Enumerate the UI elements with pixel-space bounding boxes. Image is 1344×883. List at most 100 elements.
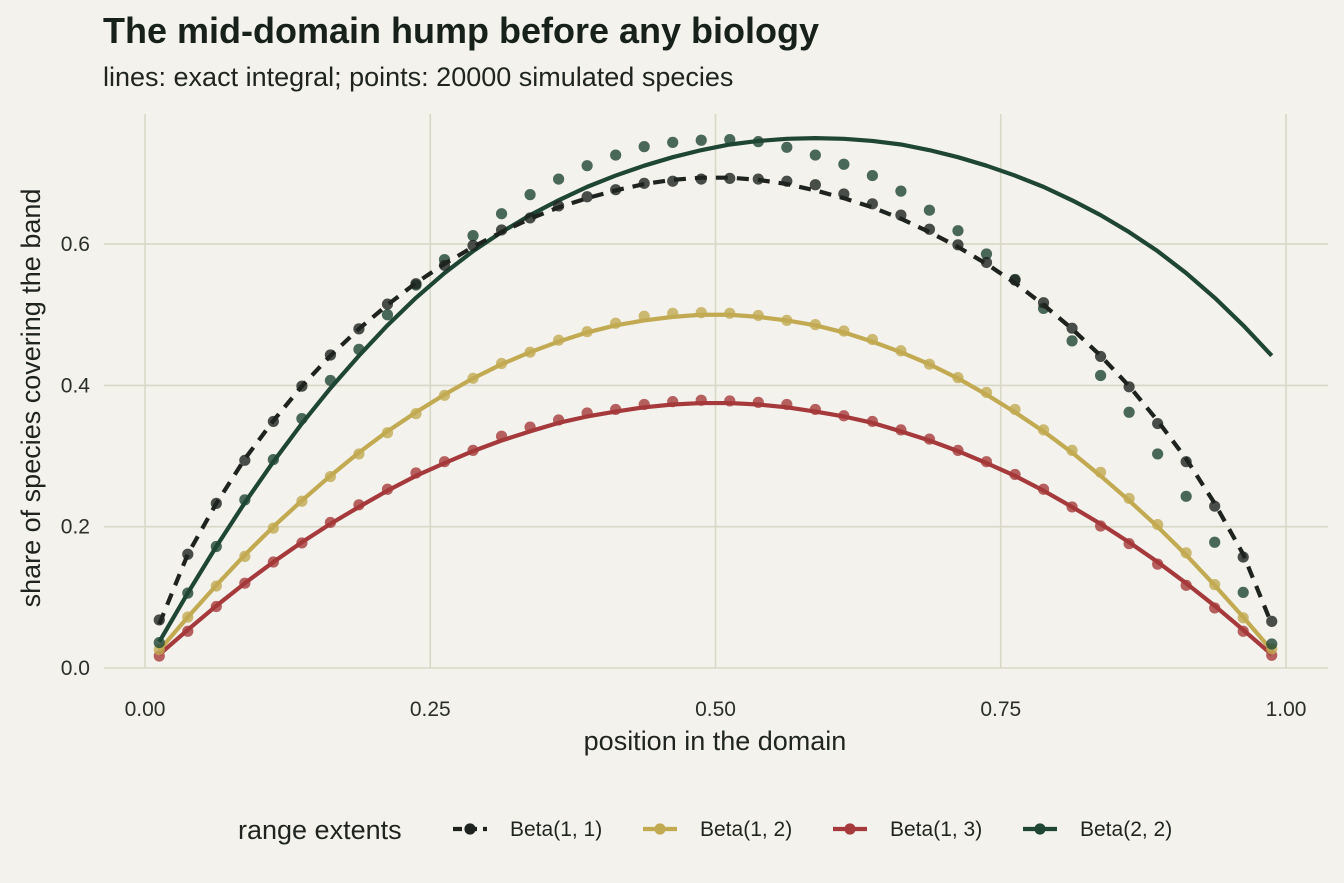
y-tick-label: 0.6 xyxy=(61,233,90,256)
chart-title: The mid-domain hump before any biology xyxy=(103,10,820,51)
data-point-beta-1-1 xyxy=(781,175,793,187)
data-point-beta-1-2 xyxy=(267,522,279,534)
data-point-beta-1-3 xyxy=(895,424,907,436)
legend-key-point xyxy=(654,823,666,835)
data-point-beta-1-2 xyxy=(724,307,736,319)
data-point-beta-1-2 xyxy=(495,357,508,370)
legend-item-beta-1-3: Beta(1, 3) xyxy=(833,818,982,841)
data-point-beta-1-1 xyxy=(895,209,907,221)
data-point-beta-1-2 xyxy=(923,358,936,370)
x-axis-ticks: 0.00 0.25 0.50 0.75 1.00 xyxy=(125,698,1307,721)
data-point-beta-1-2 xyxy=(752,309,764,322)
data-point-beta-1-1 xyxy=(1237,551,1249,563)
data-point-beta-1-1 xyxy=(752,173,764,185)
data-point-beta-2-2 xyxy=(1266,638,1278,650)
data-point-beta-1-1 xyxy=(952,239,964,251)
data-point-beta-1-2 xyxy=(182,611,194,623)
data-point-beta-1-3 xyxy=(438,456,451,468)
data-point-beta-1-1 xyxy=(1180,456,1192,468)
data-point-beta-1-2 xyxy=(1123,492,1135,505)
data-point-beta-1-2 xyxy=(866,333,878,346)
data-point-beta-2-2 xyxy=(210,540,222,553)
data-point-beta-1-1 xyxy=(438,259,451,271)
series-beta-2-2 xyxy=(153,133,1278,650)
data-point-beta-2-2 xyxy=(267,453,279,466)
y-tick-label: 0.4 xyxy=(61,374,91,397)
data-point-beta-1-3 xyxy=(838,410,850,422)
data-point-beta-2-2 xyxy=(695,134,707,146)
series-beta-1-1 xyxy=(153,172,1278,627)
data-point-beta-2-2 xyxy=(752,136,764,148)
data-point-beta-2-2 xyxy=(182,587,194,599)
data-point-beta-2-2 xyxy=(495,208,508,220)
legend-key-point xyxy=(844,823,856,835)
data-point-beta-1-1 xyxy=(695,173,707,185)
data-point-beta-1-3 xyxy=(1094,520,1107,532)
data-point-beta-1-1 xyxy=(923,223,936,235)
data-point-beta-1-1 xyxy=(524,212,536,224)
legend-label: Beta(1, 3) xyxy=(890,818,982,841)
data-point-beta-1-2 xyxy=(324,470,337,483)
data-point-beta-1-1 xyxy=(353,323,365,335)
data-point-beta-1-3 xyxy=(1152,558,1164,570)
data-point-beta-1-3 xyxy=(638,398,650,411)
data-point-beta-1-2 xyxy=(1180,547,1192,559)
data-point-beta-1-2 xyxy=(467,372,479,384)
data-point-beta-2-2 xyxy=(667,136,679,148)
data-point-beta-1-1 xyxy=(581,191,593,203)
data-point-beta-1-3 xyxy=(239,577,251,589)
data-point-beta-1-3 xyxy=(524,421,536,433)
data-point-beta-1-3 xyxy=(1209,602,1221,614)
data-point-beta-2-2 xyxy=(724,133,736,146)
data-point-beta-1-1 xyxy=(1009,274,1021,286)
y-tick-label: 0.0 xyxy=(61,657,90,680)
y-tick-label: 0.2 xyxy=(61,516,90,539)
data-point-beta-1-3 xyxy=(1066,501,1078,513)
data-point-beta-1-1 xyxy=(667,175,679,187)
series-line-beta-1-2 xyxy=(157,312,1274,652)
data-point-beta-2-2 xyxy=(1152,448,1164,460)
data-point-beta-1-3 xyxy=(866,415,878,428)
series-line-beta-1-3 xyxy=(157,400,1274,657)
chart-subtitle: lines: exact integral; points: 20000 sim… xyxy=(103,62,734,92)
data-point-beta-2-2 xyxy=(1180,490,1192,502)
legend-label: Beta(2, 2) xyxy=(1080,818,1172,841)
data-point-beta-1-3 xyxy=(296,537,308,549)
data-point-beta-2-2 xyxy=(809,149,821,161)
data-point-beta-1-3 xyxy=(410,467,422,479)
data-point-beta-1-2 xyxy=(581,326,593,338)
series-line-beta-1-1 xyxy=(157,175,1274,625)
data-point-beta-2-2 xyxy=(353,343,365,355)
data-point-beta-1-2 xyxy=(1209,579,1221,591)
legend-key-point xyxy=(464,823,476,835)
legend-item-beta-2-2: Beta(2, 2) xyxy=(1023,818,1172,841)
data-point-beta-1-2 xyxy=(638,310,650,322)
data-point-beta-1-1 xyxy=(1209,500,1221,512)
data-point-beta-1-2 xyxy=(524,346,536,358)
data-point-beta-1-3 xyxy=(809,403,821,416)
data-point-beta-2-2 xyxy=(239,494,251,506)
data-point-beta-1-3 xyxy=(781,398,793,411)
legend: range extents Beta(1, 1) Beta(1, 2) Beta(1… xyxy=(238,815,1172,845)
data-point-beta-1-3 xyxy=(952,444,964,456)
x-tick-label: 0.50 xyxy=(695,698,736,721)
data-point-beta-1-3 xyxy=(923,433,936,445)
data-point-beta-2-2 xyxy=(296,413,308,425)
data-point-beta-1-1 xyxy=(495,224,508,236)
data-point-beta-1-1 xyxy=(724,172,736,184)
data-point-beta-1-1 xyxy=(153,614,165,626)
x-tick-label: 1.00 xyxy=(1266,698,1307,721)
data-point-beta-1-3 xyxy=(324,516,337,529)
data-point-beta-1-1 xyxy=(980,256,993,269)
data-point-beta-1-3 xyxy=(724,395,736,407)
data-point-beta-1-1 xyxy=(1123,381,1135,393)
legend-title: range extents xyxy=(238,815,402,845)
x-axis-title: position in the domain xyxy=(584,726,847,756)
data-point-beta-1-2 xyxy=(553,334,565,346)
data-point-beta-1-1 xyxy=(239,454,251,466)
data-point-beta-2-2 xyxy=(381,309,394,321)
data-point-beta-2-2 xyxy=(581,160,593,172)
data-point-beta-1-3 xyxy=(467,444,479,456)
data-point-beta-1-2 xyxy=(239,550,251,562)
series-line-beta-2-2 xyxy=(157,136,1274,643)
